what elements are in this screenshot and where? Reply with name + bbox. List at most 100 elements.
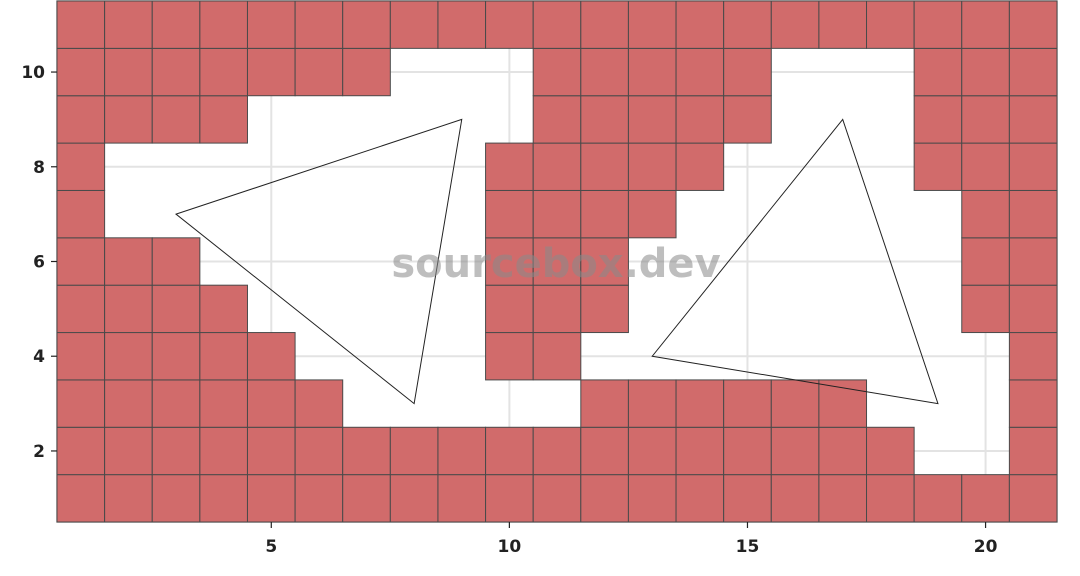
- heatmap-cell: [56, 0, 106, 49]
- heatmap-cell: [532, 474, 582, 523]
- heatmap-cell: [437, 0, 487, 49]
- heatmap-cell: [199, 379, 248, 428]
- heatmap-cell: [294, 47, 344, 97]
- heatmap-cell: [580, 237, 629, 286]
- heatmap-cell: [437, 474, 487, 523]
- heatmap-cell: [199, 426, 248, 476]
- heatmap-cell: [961, 95, 1010, 144]
- heatmap-cell: [56, 189, 106, 239]
- heatmap-cell: [151, 0, 201, 49]
- heatmap-cell: [485, 237, 534, 286]
- heatmap-cell: [1008, 284, 1058, 334]
- heatmap-cell: [389, 474, 439, 523]
- heatmap-cell: [104, 474, 153, 523]
- heatmap-cell: [532, 142, 582, 191]
- heatmap-cell: [199, 332, 248, 381]
- heatmap-cell: [151, 47, 201, 97]
- heatmap-cell: [580, 142, 629, 191]
- heatmap-cell: [580, 474, 629, 523]
- heatmap-cell: [627, 426, 677, 476]
- heatmap-cell: [294, 426, 344, 476]
- heatmap-cell: [723, 379, 772, 428]
- heatmap-cell: [1008, 189, 1058, 239]
- heatmap-cell: [342, 474, 391, 523]
- heatmap-cell: [961, 237, 1010, 286]
- heatmap-cell: [342, 426, 391, 476]
- heatmap-cell: [532, 332, 582, 381]
- heatmap-cell: [151, 426, 201, 476]
- heatmap-cell: [961, 474, 1010, 523]
- heatmap-cell: [151, 95, 201, 144]
- heatmap-cell: [627, 379, 677, 428]
- triangle-2: [651, 118, 939, 405]
- heatmap-cell: [1008, 95, 1058, 144]
- heatmap-cell: [199, 95, 248, 144]
- heatmap-cell: [1008, 474, 1058, 523]
- heatmap-cell: [151, 332, 201, 381]
- heatmap-cell: [532, 284, 582, 334]
- triangle-1: [175, 118, 463, 405]
- heatmap-cell: [580, 0, 629, 49]
- heatmap-cell: [580, 284, 629, 334]
- heatmap-cell: [485, 142, 534, 191]
- heatmap-cell: [818, 379, 868, 428]
- heatmap-cell: [770, 426, 820, 476]
- heatmap-cell: [961, 142, 1010, 191]
- heatmap-cell: [199, 0, 248, 49]
- heatmap-cell: [961, 189, 1010, 239]
- heatmap-cell: [913, 95, 963, 144]
- x-tick-label: 5: [265, 537, 277, 557]
- heatmap-cell: [627, 47, 677, 97]
- heatmap-cell: [294, 474, 344, 523]
- heatmap-cell: [627, 142, 677, 191]
- heatmap-cell: [866, 0, 915, 49]
- heatmap-cell: [866, 474, 915, 523]
- heatmap-cell: [1008, 237, 1058, 286]
- heatmap-cell: [723, 474, 772, 523]
- heatmap-cell: [770, 474, 820, 523]
- heatmap-cell: [580, 379, 629, 428]
- heatmap-cell: [675, 142, 725, 191]
- heatmap-cell: [913, 474, 963, 523]
- heatmap-cell: [770, 0, 820, 49]
- heatmap-cell: [151, 237, 201, 286]
- heatmap-cell: [104, 332, 153, 381]
- heatmap-cell: [532, 189, 582, 239]
- heatmap-cell: [246, 47, 296, 97]
- heatmap-cell: [485, 426, 534, 476]
- x-tick-label: 10: [498, 537, 522, 557]
- y-tick-label: 10: [21, 63, 45, 83]
- heatmap-cell: [246, 426, 296, 476]
- heatmap-cell: [199, 474, 248, 523]
- cells: [56, 0, 1058, 523]
- heatmap-cell: [675, 47, 725, 97]
- heatmap-cell: [675, 426, 725, 476]
- heatmap-cell: [56, 47, 106, 97]
- heatmap-cell: [532, 95, 582, 144]
- heatmap-cell: [675, 95, 725, 144]
- heatmap-cell: [485, 0, 534, 49]
- heatmap-cell: [389, 426, 439, 476]
- heatmap-cell: [56, 95, 106, 144]
- heatmap-cell: [104, 426, 153, 476]
- heatmap-cell: [104, 284, 153, 334]
- heatmap-cell: [961, 284, 1010, 334]
- heatmap-cell: [246, 332, 296, 381]
- heatmap-cell: [437, 426, 487, 476]
- y-tick-label: 6: [33, 253, 45, 273]
- heatmap-cell: [485, 474, 534, 523]
- heatmap-cell: [723, 47, 772, 97]
- heatmap-cell: [294, 0, 344, 49]
- heatmap-cell: [56, 237, 106, 286]
- y-tick-label: 4: [33, 347, 45, 367]
- heatmap-cell: [627, 95, 677, 144]
- heatmap-cell: [913, 142, 963, 191]
- heatmap-cell: [294, 379, 344, 428]
- x-tick-label: 20: [974, 537, 998, 557]
- y-tick-label: 2: [33, 442, 45, 462]
- heatmap-cell: [580, 47, 629, 97]
- heatmap-cell: [151, 284, 201, 334]
- heatmap-cell: [913, 0, 963, 49]
- heatmap-cell: [866, 426, 915, 476]
